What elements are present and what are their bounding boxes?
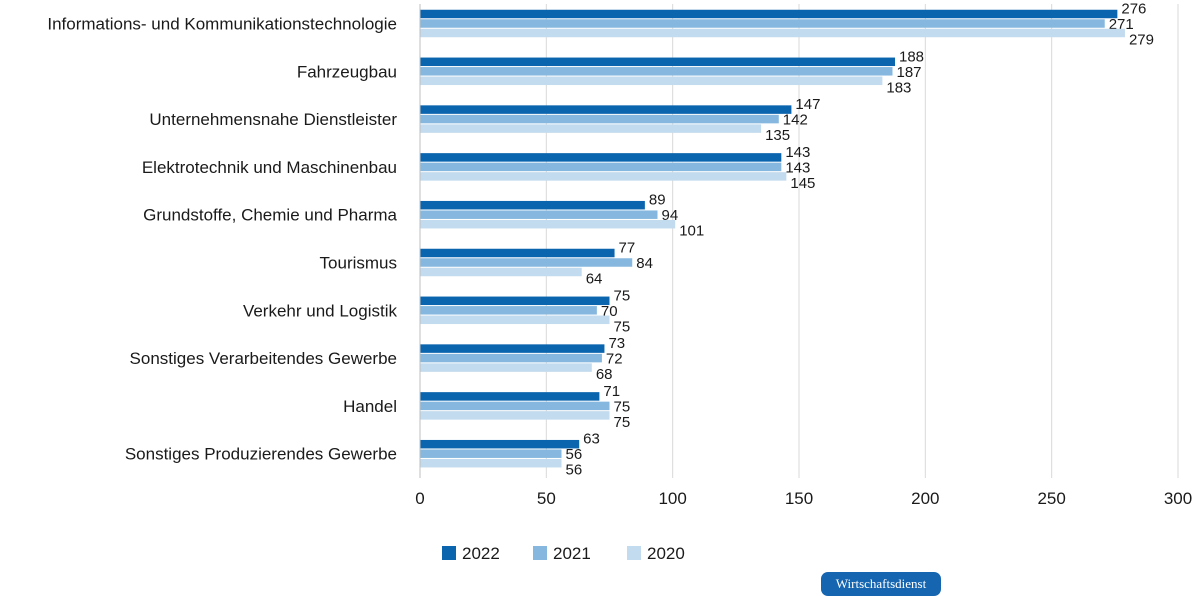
bar-2020 (420, 76, 883, 86)
category-label: Fahrzeugbau (297, 62, 397, 81)
x-tick-label: 150 (785, 489, 813, 508)
x-axis: 0 50 100 150 200 250 300 (415, 4, 1192, 508)
bar-2020 (420, 458, 562, 468)
bar-2022 (420, 153, 782, 162)
bar-2020 (420, 28, 1125, 38)
bar-2020 (420, 219, 676, 229)
data-label: 89 (649, 192, 666, 209)
bar-2022 (420, 200, 645, 210)
data-label: 63 (583, 431, 600, 448)
category-labels: Informations- und Kommunikationstechnolo… (47, 15, 397, 464)
category-label: Informations- und Kommunikationstechnolo… (47, 15, 397, 34)
data-label: 142 (783, 112, 808, 129)
data-label: 188 (899, 48, 924, 65)
category-label: Grundstoffe, Chemie und Pharma (143, 206, 397, 225)
data-label: 143 (785, 159, 810, 176)
legend-swatch-2022 (442, 546, 456, 560)
x-tick-label: 300 (1164, 489, 1192, 508)
data-label: 75 (614, 398, 631, 415)
x-tick-label: 50 (537, 489, 556, 508)
bar-2021 (420, 401, 610, 411)
bar-2022 (420, 248, 615, 258)
bar-2021 (420, 67, 893, 76)
x-tick-label: 100 (658, 489, 686, 508)
data-label: 145 (790, 175, 815, 192)
x-tick-label: 200 (911, 489, 939, 508)
category-label: Unternehmensnahe Dienstleister (149, 110, 397, 129)
data-label: 77 (619, 240, 636, 257)
x-tick-label: 250 (1037, 489, 1065, 508)
bar-2022 (420, 392, 600, 401)
data-label: 56 (565, 462, 582, 479)
data-label: 75 (614, 414, 631, 431)
legend-swatch-2020 (627, 546, 641, 560)
category-label: Handel (343, 397, 397, 416)
category-label: Sonstiges Verarbeitendes Gewerbe (130, 349, 397, 368)
data-label: 75 (614, 287, 631, 304)
legend-label: 2021 (553, 544, 591, 563)
legend: 2022 2021 2020 (442, 544, 685, 563)
data-label: 73 (608, 335, 625, 352)
data-label: 75 (614, 318, 631, 335)
data-label: 71 (603, 383, 620, 400)
data-label: 279 (1129, 32, 1154, 49)
bar-2021 (420, 353, 602, 363)
data-label: 187 (896, 64, 921, 81)
bar-2020 (420, 172, 787, 181)
bar-2020 (420, 124, 762, 133)
bar-2021 (420, 449, 562, 458)
data-label: 72 (606, 351, 623, 368)
data-label: 135 (765, 127, 790, 144)
publisher-badge: Wirtschaftsdienst (821, 572, 941, 596)
legend-swatch-2021 (533, 546, 547, 560)
bar-2021 (420, 210, 658, 219)
bar-2022 (420, 57, 896, 67)
bar-2021 (420, 114, 779, 124)
data-label: 143 (785, 144, 810, 161)
data-label: 183 (886, 79, 911, 96)
x-tick-label: 0 (415, 489, 424, 508)
data-label: 101 (679, 223, 704, 240)
bars: 2762712791881871831471421351431431458994… (420, 1, 1154, 479)
bar-2022 (420, 105, 792, 114)
bar-2020 (420, 411, 610, 420)
legend-label: 2022 (462, 544, 500, 563)
data-label: 147 (795, 96, 820, 113)
data-label: 68 (596, 366, 613, 383)
category-label: Tourismus (320, 254, 397, 273)
bar-2022 (420, 344, 605, 353)
category-label: Verkehr und Logistik (243, 301, 398, 320)
bar-2020 (420, 363, 592, 372)
bar-2021 (420, 306, 597, 315)
bar-2021 (420, 258, 633, 267)
category-label: Elektrotechnik und Maschinenbau (142, 158, 397, 177)
bar-2020 (420, 267, 582, 277)
bar-2021 (420, 162, 782, 172)
data-label: 56 (565, 446, 582, 463)
category-label: Sonstiges Produzierendes Gewerbe (125, 445, 397, 464)
legend-label: 2020 (647, 544, 685, 563)
bar-2020 (420, 315, 610, 325)
bar-2022 (420, 296, 610, 306)
bar-2021 (420, 19, 1105, 28)
bar-2022 (420, 9, 1118, 19)
data-label: 84 (636, 255, 653, 272)
data-label: 276 (1121, 1, 1146, 18)
data-label: 64 (586, 271, 603, 288)
bar-2022 (420, 439, 580, 449)
